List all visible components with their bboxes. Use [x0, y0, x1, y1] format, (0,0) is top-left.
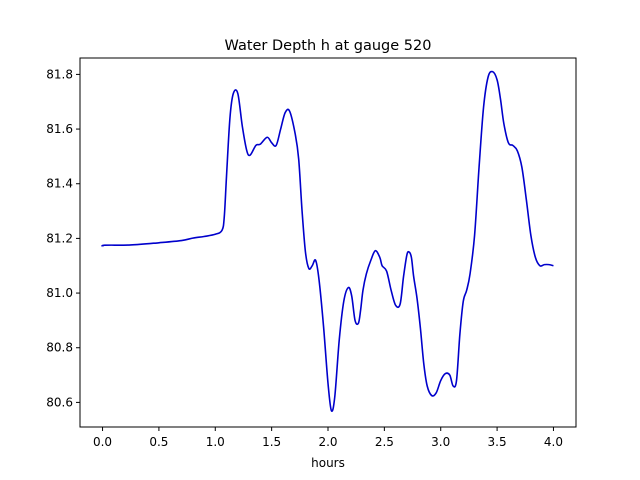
- series-line-0: [101, 70, 554, 412]
- x-tick-label: 0.5: [149, 435, 168, 449]
- x-tick-label: 0.0: [93, 435, 112, 449]
- y-tick-label: 81.8: [46, 67, 73, 81]
- x-tick-label: 4.0: [544, 435, 563, 449]
- x-tick-label: 1.5: [262, 435, 281, 449]
- x-tick-label: 3.5: [488, 435, 507, 449]
- y-tick-label: 81.2: [46, 231, 73, 245]
- x-axis-label: hours: [311, 456, 345, 470]
- plot-area: [101, 70, 554, 412]
- y-axis: 80.6 80.8 81.0 81.2 81.4 81.6 81.8: [46, 67, 80, 409]
- y-tick-label: 80.8: [46, 341, 73, 355]
- x-axis: 0.0 0.5 1.0 1.5 2.0 2.5 3.0 3.5 4.0: [93, 427, 563, 449]
- x-tick-label: 1.0: [206, 435, 225, 449]
- x-tick-label: 2.0: [318, 435, 337, 449]
- x-tick-label: 2.5: [375, 435, 394, 449]
- y-tick-label: 81.4: [46, 177, 73, 191]
- x-tick-label: 3.0: [431, 435, 450, 449]
- y-tick-label: 81.6: [46, 122, 73, 136]
- chart-title: Water Depth h at gauge 520: [225, 38, 432, 54]
- y-tick-label: 81.0: [46, 286, 73, 300]
- axes-frame: [79, 57, 577, 428]
- y-tick-label: 80.6: [46, 395, 73, 409]
